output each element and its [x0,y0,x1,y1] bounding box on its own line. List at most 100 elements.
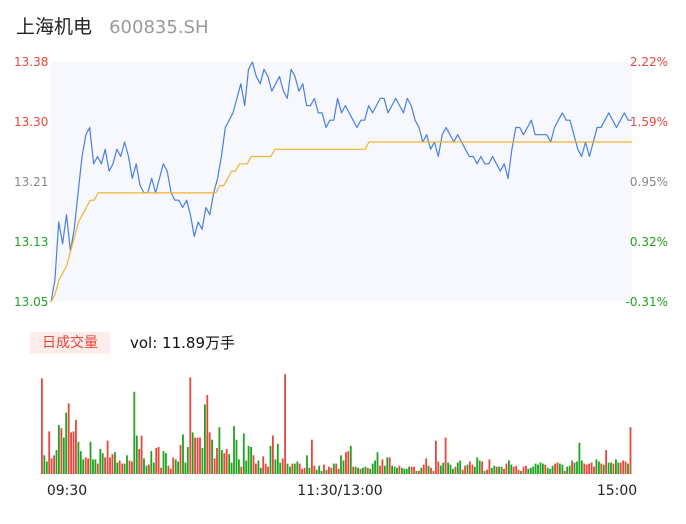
volume-bar [469,461,471,474]
volume-bar [50,458,53,474]
volume-bar [160,467,162,474]
volume-bar [328,466,330,474]
volume-bar [84,457,87,474]
volume-bar [301,468,303,474]
volume-bar [323,464,325,474]
volume-bar [257,460,260,474]
volume-bar [405,468,408,474]
volume-bar [500,466,503,474]
volume-bar [247,445,250,474]
volume-bar [410,466,413,474]
volume-bar [264,463,267,474]
volume-bar [510,464,513,474]
y-tick-label-right: 0.32% [630,235,668,249]
volume-bar [218,427,221,474]
volume-bar [551,465,554,474]
volume-bar [213,458,216,474]
volume-bar [627,463,629,474]
volume-bar [75,419,77,474]
volume-bar [456,462,459,474]
volume-bar [493,465,496,474]
volume-bar [313,465,316,474]
volume-bar [106,440,109,474]
volume-bar [534,463,537,474]
volume-bar [396,467,398,474]
volume-bar [77,441,80,474]
volume-bar [101,453,104,474]
volume-bar [114,452,116,474]
volume-bar [498,466,500,474]
volume-bar [311,439,313,474]
y-tick-label-right: 0.95% [630,175,668,189]
volume-bar [306,455,308,474]
volume-bar [559,463,561,474]
volume-bar [330,467,333,474]
volume-bar [595,459,598,474]
volume-bar [610,462,612,474]
volume-bar [554,463,556,474]
volume-bar [556,462,559,474]
volume-bar [186,447,189,474]
volume-bar [418,470,420,474]
volume-bar [408,466,410,474]
volume-bar [89,441,92,474]
volume-bar [593,466,595,474]
volume-bar [539,462,542,474]
volume-readout: vol: 11.89万手 [130,334,235,352]
x-tick-label: 15:00 [597,483,637,499]
volume-bar [194,437,196,474]
volume-bar [537,464,539,474]
volume-bar [332,463,335,474]
volume-bar [619,462,622,474]
volume-bar [118,460,121,474]
volume-bar [96,463,99,474]
average-price-line [50,141,632,303]
volume-bar [590,462,593,474]
y-tick-label: 13.30 [14,115,48,129]
volume-bar [296,461,299,474]
volume-bar [174,459,177,474]
x-tick-label: 09:30 [47,483,87,499]
volume-bar [70,432,72,474]
volume-bar [349,445,352,474]
volume-bar [525,465,527,474]
volume-bar [126,455,128,474]
volume-bar [369,468,372,474]
volume-bar [43,455,46,474]
volume-bar [337,468,340,474]
volume-bar [315,469,318,474]
volume-bar [216,448,218,474]
volume-bar [143,458,145,474]
volume-bar [476,457,479,474]
volume-bar [211,439,213,474]
volume-tab-button[interactable]: 日成交量 [30,332,110,354]
y-tick-label: 13.38 [14,55,48,69]
volume-bar [598,461,600,474]
volume-bar [206,395,209,474]
volume-bar [245,460,248,474]
volume-bar [532,466,535,474]
volume-bar [167,465,170,474]
volume-bar [585,464,588,474]
volume-bar [435,440,437,474]
volume-bar [45,461,48,474]
y-tick-label-right: 2.22% [630,55,668,69]
volume-bar [191,432,194,474]
volume-bar [286,463,289,474]
volume-bar [381,459,384,474]
volume-bar [79,451,82,474]
volume-bar [442,462,445,474]
volume-bar [352,466,355,474]
volume-bar [512,466,515,474]
volume-bar [447,462,449,474]
volume-bar [483,470,486,474]
volume-bar [238,459,240,474]
volume-bar [398,465,401,474]
volume-bar [87,458,89,474]
volume-bar [55,450,58,474]
volume-bar [281,458,284,474]
volume-bar [568,465,571,474]
volume-bar [250,447,252,474]
volume-bar [221,450,223,474]
